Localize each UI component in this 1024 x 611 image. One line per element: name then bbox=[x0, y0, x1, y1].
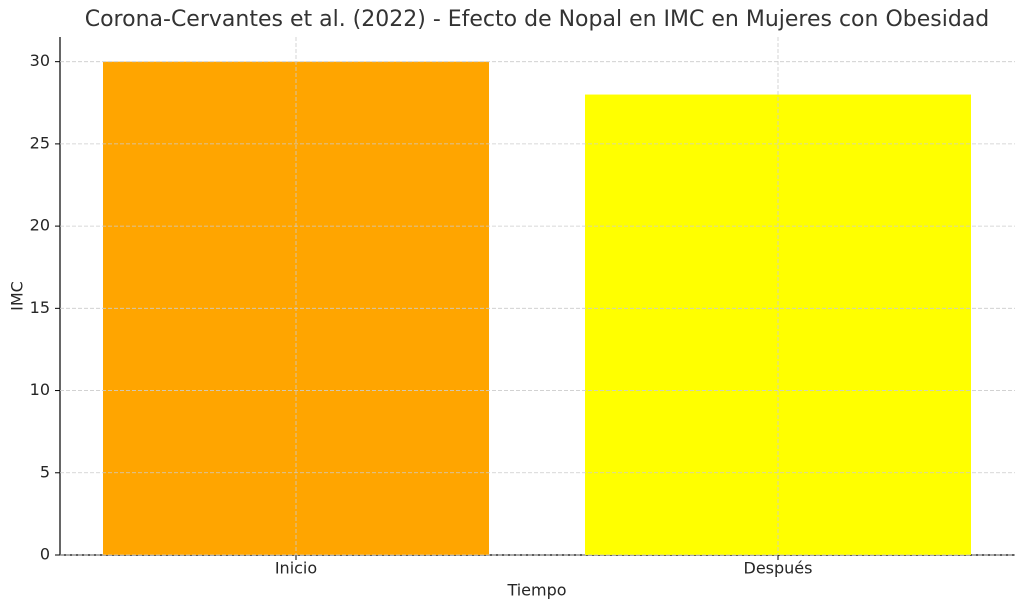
x-axis-label: Tiempo bbox=[506, 581, 566, 600]
y-tick-label: 15 bbox=[30, 298, 50, 317]
chart-title: Corona-Cervantes et al. (2022) - Efecto … bbox=[85, 7, 990, 32]
y-tick-label: 25 bbox=[30, 133, 50, 152]
x-tick-label: Después bbox=[744, 559, 813, 578]
y-tick-label: 5 bbox=[40, 462, 50, 481]
y-tick-label: 30 bbox=[30, 51, 50, 70]
y-tick-label: 0 bbox=[40, 545, 50, 564]
y-axis-label: IMC bbox=[8, 281, 27, 311]
grid bbox=[60, 37, 1015, 556]
y-tick-label: 20 bbox=[30, 216, 50, 235]
y-tick-label: 10 bbox=[30, 380, 50, 399]
x-tick-label: Inicio bbox=[275, 559, 317, 578]
